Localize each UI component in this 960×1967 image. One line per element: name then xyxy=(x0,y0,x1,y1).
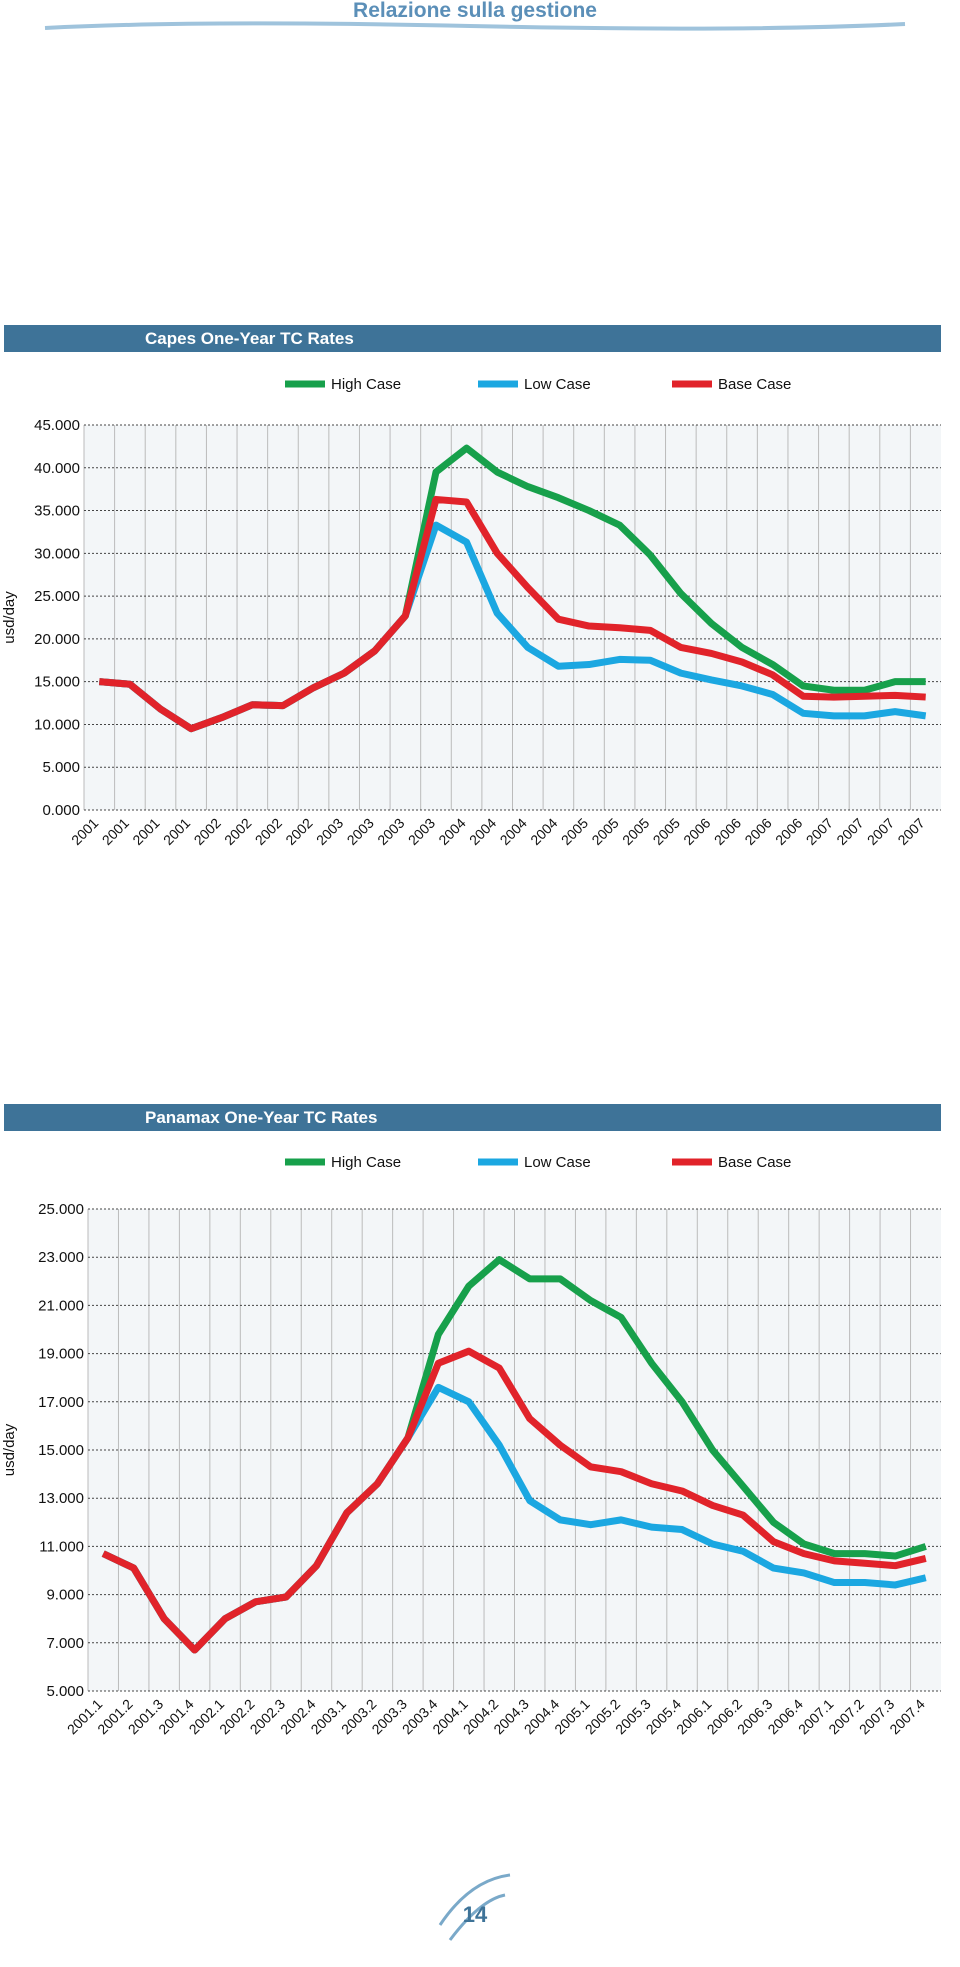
x-tick-label: 2005 xyxy=(650,815,683,848)
y-tick-label: 13.000 xyxy=(38,1490,84,1507)
legend-label: Low Case xyxy=(524,1154,591,1171)
y-tick-label: 10.000 xyxy=(34,716,80,733)
chart-title: Panamax One-Year TC Rates xyxy=(145,1108,377,1127)
chart-title: Capes One-Year TC Rates xyxy=(145,329,354,348)
x-tick-label: 2007 xyxy=(864,815,897,848)
x-tick-label: 2001 xyxy=(68,815,101,848)
y-tick-label: 9.000 xyxy=(46,1587,84,1604)
footer-logo xyxy=(438,1873,511,1941)
y-tick-label: 17.000 xyxy=(38,1394,84,1411)
y-tick-label: 20.000 xyxy=(34,631,80,648)
legend-label: Low Case xyxy=(524,376,591,393)
y-tick-label: 15.000 xyxy=(38,1442,84,1459)
x-tick-label: 2007 xyxy=(833,815,866,848)
x-tick-label: 2004 xyxy=(466,815,499,848)
y-tick-label: 25.000 xyxy=(34,588,80,605)
title-bar xyxy=(4,1104,941,1131)
x-tick-label: 2006 xyxy=(711,815,744,848)
x-tick-label: 2006 xyxy=(741,815,774,848)
header-title: Relazione sulla gestione xyxy=(353,0,597,22)
header-wave xyxy=(44,21,906,31)
x-tick-label: 2002 xyxy=(282,815,315,848)
y-tick-label: 40.000 xyxy=(34,460,80,477)
y-tick-label: 30.000 xyxy=(34,545,80,562)
x-tick-label: 2002 xyxy=(221,815,254,848)
x-tick-label: 2005 xyxy=(558,815,591,848)
y-tick-label: 5.000 xyxy=(42,759,80,776)
x-tick-label: 2007 xyxy=(894,815,927,848)
y-tick-label: 5.000 xyxy=(46,1683,84,1700)
x-tick-label: 2002 xyxy=(252,815,285,848)
title-bar xyxy=(4,325,941,352)
x-tick-label: 2001 xyxy=(160,815,193,848)
y-tick-label: 23.000 xyxy=(38,1249,84,1266)
x-tick-label: 2004 xyxy=(435,815,468,848)
y-tick-label: 15.000 xyxy=(34,674,80,691)
page-number: 14 xyxy=(463,1902,488,1927)
y-tick-label: 45.000 xyxy=(34,417,80,434)
x-tick-label: 2003 xyxy=(344,815,377,848)
x-tick-label: 2006 xyxy=(772,815,805,848)
x-tick-label: 2006 xyxy=(680,815,713,848)
x-tick-label: 2007 xyxy=(803,815,836,848)
legend-label: High Case xyxy=(331,1154,401,1171)
y-tick-label: 7.000 xyxy=(46,1635,84,1652)
x-tick-label: 2004 xyxy=(497,815,530,848)
y-tick-label: 21.000 xyxy=(38,1297,84,1314)
x-tick-label: 2004 xyxy=(527,815,560,848)
x-tick-label: 2001 xyxy=(99,815,132,848)
legend-label: Base Case xyxy=(718,376,791,393)
x-tick-label: 2003 xyxy=(374,815,407,848)
y-tick-label: 19.000 xyxy=(38,1346,84,1363)
y-tick-label: 25.000 xyxy=(38,1201,84,1218)
y-axis-label: usd/day xyxy=(1,1423,18,1476)
x-tick-label: 2001 xyxy=(129,815,162,848)
legend-label: High Case xyxy=(331,376,401,393)
x-tick-label: 2005 xyxy=(588,815,621,848)
data-line xyxy=(101,1347,927,1654)
y-tick-label: 11.000 xyxy=(39,1538,84,1555)
x-tick-label: 2002 xyxy=(191,815,224,848)
x-tick-label: 2003 xyxy=(405,815,438,848)
y-tick-label: 0.000 xyxy=(42,802,80,819)
x-tick-label: 2005 xyxy=(619,815,652,848)
x-tick-label: 2003 xyxy=(313,815,346,848)
x-tick-label: 2007.4 xyxy=(886,1696,928,1738)
data-line xyxy=(99,495,926,733)
y-axis-label: usd/day xyxy=(1,591,18,644)
legend-label: Base Case xyxy=(718,1154,791,1171)
y-tick-label: 35.000 xyxy=(34,503,80,520)
